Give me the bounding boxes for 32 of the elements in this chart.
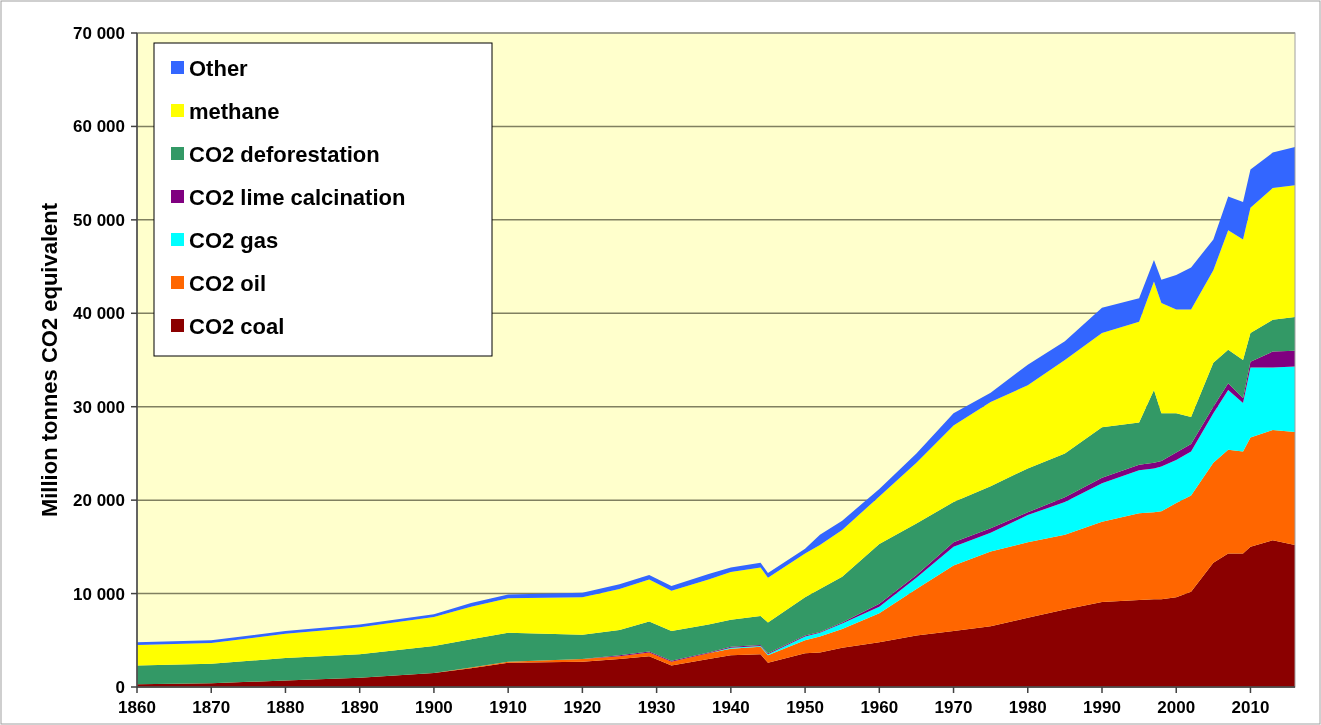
x-tick-label: 1910 [489,698,528,717]
x-tick-label: 1970 [934,698,973,717]
y-tick-label: 30 000 [73,397,125,417]
x-tick-label: 1950 [786,698,824,717]
legend-label: methane [189,98,280,124]
y-tick-label: 50 000 [73,210,125,230]
x-tick-label: 2010 [1231,698,1270,717]
x-tick-label: 1990 [1083,698,1121,717]
x-tick-label: 1920 [563,698,602,717]
y-tick-label: 10 000 [73,584,125,604]
y-tick-label: 40 000 [73,304,125,324]
x-tick-label: 1930 [637,698,676,717]
legend-label: CO2 lime calcination [189,184,406,210]
legend-label: CO2 oil [189,270,267,296]
x-tick-label: 1980 [1008,698,1047,717]
legend-label: CO2 gas [189,227,279,253]
x-tick-label: 1960 [860,698,899,717]
x-tick-label: 1860 [118,698,156,717]
x-tick-label: 1880 [266,698,305,717]
legend-label: Other [189,55,249,81]
x-tick-label: 1940 [711,698,750,717]
y-tick-label: 60 000 [73,117,125,137]
y-axis-title: Million tonnes CO2 equivalent [37,202,62,518]
x-tick-label: 1890 [340,698,379,717]
legend-label: CO2 coal [189,313,285,339]
x-tick-label: 1900 [415,698,453,717]
y-tick-label: 70 000 [73,23,125,43]
x-tick-label: 1870 [192,698,231,717]
x-tick-label: 2000 [1157,698,1196,717]
y-tick-label: 0 [115,677,125,697]
y-tick-label: 20 000 [73,491,125,511]
legend-label: CO2 deforestation [189,141,380,167]
